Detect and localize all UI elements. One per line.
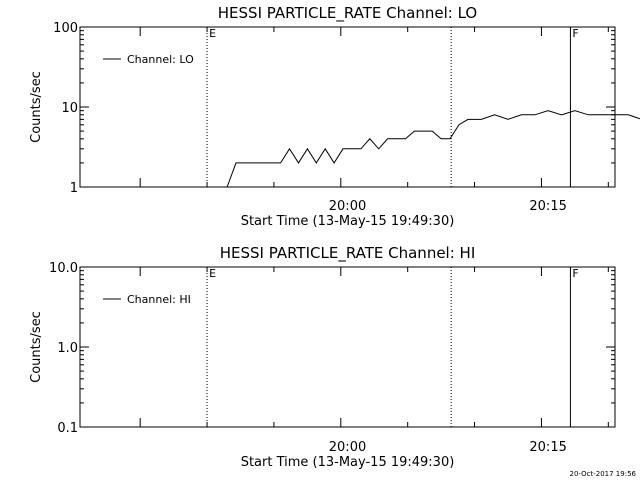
legend-label: Channel: HI: [127, 293, 191, 306]
panel-lo: HESSI PARTICLE_RATE Channel: LO Start Tim…: [29, 4, 640, 229]
footer-timestamp: 20-Oct-2017 19:56: [570, 470, 637, 478]
y-tick-label: 0.1: [57, 421, 78, 436]
x-tick-label: 20:15: [529, 199, 566, 214]
legend-label: Channel: LO: [127, 53, 194, 66]
marker-label: F: [572, 267, 578, 280]
chart-title: HESSI PARTICLE_RATE Channel: HI: [220, 244, 476, 263]
y-tick-label: 10.0: [49, 261, 78, 276]
y-tick-label: 100: [53, 21, 78, 36]
x-axis-label: Start Time (13-May-15 19:49:30): [241, 455, 455, 470]
chart-title: HESSI PARTICLE_RATE Channel: LO: [218, 4, 477, 23]
y-tick-label: 10: [61, 101, 78, 116]
y-axis-label: Counts/sec: [29, 311, 44, 383]
marker-label: F: [572, 27, 578, 40]
x-tick-label: 20:15: [529, 440, 566, 455]
series-line: [226, 110, 640, 188]
x-tick-label: 20:00: [329, 440, 366, 455]
x-tick-label: 20:00: [329, 199, 366, 214]
panel-hi: HESSI PARTICLE_RATE Channel: HI Start Tim…: [29, 244, 616, 470]
y-tick-label: 1: [70, 181, 78, 196]
plot-frame: [79, 266, 616, 428]
y-tick-label: 1.0: [57, 341, 78, 356]
plot-frame: [79, 26, 616, 188]
marker-label: E: [209, 267, 216, 280]
y-axis-label: Counts/sec: [29, 71, 44, 143]
x-axis-label: Start Time (13-May-15 19:49:30): [241, 214, 455, 229]
marker-label: E: [209, 27, 216, 40]
